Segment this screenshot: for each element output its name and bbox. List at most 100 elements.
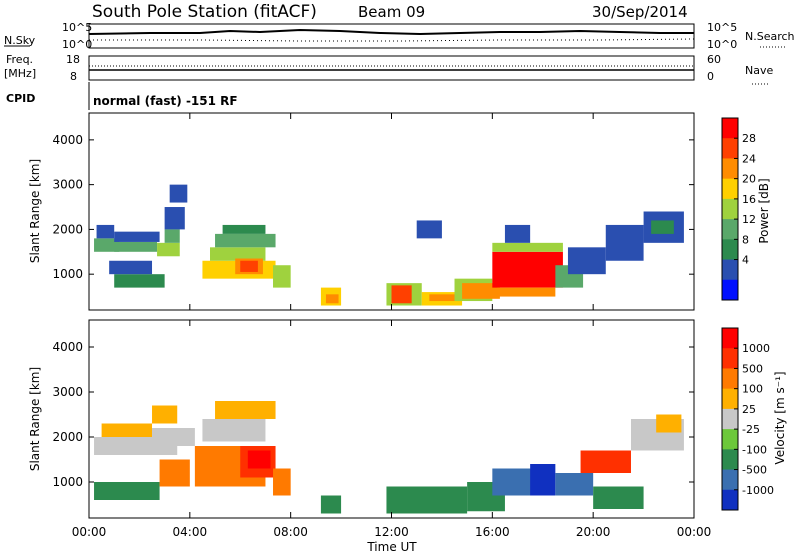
power-cell-7 [169,184,188,203]
power-cell-14 [273,265,291,288]
velocity-xtick-label-2: 08:00 [273,525,308,539]
power-ytick-label-3: 4000 [52,133,83,147]
velocity-cell-13 [386,486,468,514]
nsearch-tick-low: 10^0 [707,38,737,51]
power-cell-2 [114,241,158,252]
power-cell-11 [222,224,266,234]
velocity-cell-8 [247,450,271,469]
velocity-colorbar-swatch-8 [722,489,738,511]
power-colorbar-label-5: 8 [742,233,749,246]
power-colorbar-swatch-2 [722,158,738,180]
velocity-colorbar-swatch-5 [722,429,738,450]
power-colorbar-swatch-7 [722,259,738,281]
x-axis-label: Time UT [366,540,417,554]
velocity-ytick-label-0: 1000 [52,475,83,489]
power-colorbar-label: Power [dB] [757,178,771,243]
velocity-cell-20 [656,414,682,433]
cpid-text: normal (fast) -151 RF [93,94,238,108]
power-colorbar-label-4: 12 [742,213,756,226]
velocity-y-label: Slant Range [km] [28,367,42,471]
velocity-colorbar-swatch-0 [722,328,738,349]
power-cell-18 [325,294,339,304]
power-cell-13 [240,260,258,272]
power-colorbar-label-0: 28 [742,132,756,145]
power-colorbar-swatch-1 [722,138,738,159]
power-data-layer [94,184,684,306]
velocity-cell-11 [273,468,291,496]
velocity-colorbar-frame [721,327,739,511]
velocity-colorbar-label-2: 100 [742,383,763,396]
velocity-xtick-label-5: 20:00 [576,525,611,539]
velocity-colorbar: 1000 500 100 25 -25 -100 -500 -1000 [721,327,774,511]
velocity-cell-18 [580,450,631,473]
power-cell-10 [215,233,276,248]
velocity-cell-1 [94,482,160,500]
cpid-label: CPID [6,92,35,105]
velocity-colorbar-label-3: 25 [742,403,756,416]
velocity-colorbar-label-7: -1000 [742,484,774,497]
nave-tick-high: 60 [707,53,721,66]
velocity-cell-3 [152,428,195,446]
velocity-colorbar-label-1: 500 [742,362,763,375]
velocity-colorbar-swatch-7 [722,469,738,491]
velocity-ytick-label-1: 2000 [52,430,83,444]
velocity-cell-12 [320,495,342,514]
power-cell-24 [462,283,500,299]
power-colorbar-label-2: 20 [742,173,756,186]
nsearch-tick-high: 10^5 [707,21,737,34]
power-colorbar-swatch-4 [722,198,738,220]
freq-tick-high: 18 [66,53,80,66]
power-cell-4 [157,242,180,257]
velocity-cell-21 [593,486,644,509]
power-cell-3 [114,231,160,242]
velocity-xtick-label-4: 16:00 [475,525,510,539]
power-colorbar-swatch-3 [722,178,738,200]
velocity-cell-10 [215,401,276,419]
power-colorbar-swatch-0 [722,118,738,139]
nsky-tick-low: 10^0 [62,38,92,51]
freq-panel: Freq. [MHz] 18 8 60 0 Nave [4,53,773,85]
power-cell-1 [96,224,115,239]
power-y-axis: 1000 2000 3000 4000 [52,113,695,310]
freq-unit: [MHz] [4,67,36,80]
velocity-colorbar-label-6: -500 [742,464,767,477]
power-colorbar-label-1: 24 [742,152,756,165]
velocity-xtick-label-0: 00:00 [72,525,107,539]
power-cell-27 [492,242,563,252]
nsky-panel: N.Sky 10^5 10^0 10^5 10^0 N.Search [4,21,795,51]
power-colorbar-label-6: 4 [742,254,749,267]
nsky-label: N.Sky [4,34,36,47]
power-cell-30 [605,224,644,261]
velocity-ytick-label-3: 4000 [52,340,83,354]
power-colorbar: 28 24 20 16 12 8 4 [721,117,756,301]
freq-label: Freq. [6,53,33,66]
velocity-cell-5 [152,405,178,424]
velocity-colorbar-label-4: -25 [742,423,760,436]
velocity-x-axis: 00:00 04:00 08:00 12:00 16:00 20:00 00:00 [72,525,712,539]
power-cell-34 [504,224,531,243]
velocity-xtick-label-6: 00:00 [677,525,712,539]
power-cell-9 [210,247,266,261]
velocity-colorbar-swatch-3 [722,388,738,410]
power-colorbar-swatch-6 [722,239,738,261]
power-colorbar-swatch-8 [722,279,738,301]
nsky-tick-high: 10^5 [62,21,92,34]
power-colorbar-label-3: 16 [742,193,756,206]
power-cell-6 [164,207,185,230]
power-colorbar-frame [721,117,739,301]
velocity-ytick-label-2: 3000 [52,385,83,399]
nsky-trace [88,28,694,36]
power-cell-0 [94,238,120,252]
power-cell-25 [492,251,563,288]
power-cell-32 [651,220,674,234]
power-cell-20 [391,285,412,304]
power-colorbar-swatch-5 [722,219,738,240]
velocity-panel: 1000 2000 3000 4000 00:00 04:00 08:00 12:00 16:… [28,319,787,554]
velocity-colorbar-swatch-1 [722,348,738,369]
velocity-colorbar-label: Velocity [m s⁻¹] [773,371,787,464]
velocity-y-axis: 1000 2000 3000 4000 [52,320,695,518]
power-cell-22 [429,294,455,302]
velocity-colorbar-label-5: -100 [742,443,767,456]
velocity-colorbar-swatch-2 [722,368,738,390]
